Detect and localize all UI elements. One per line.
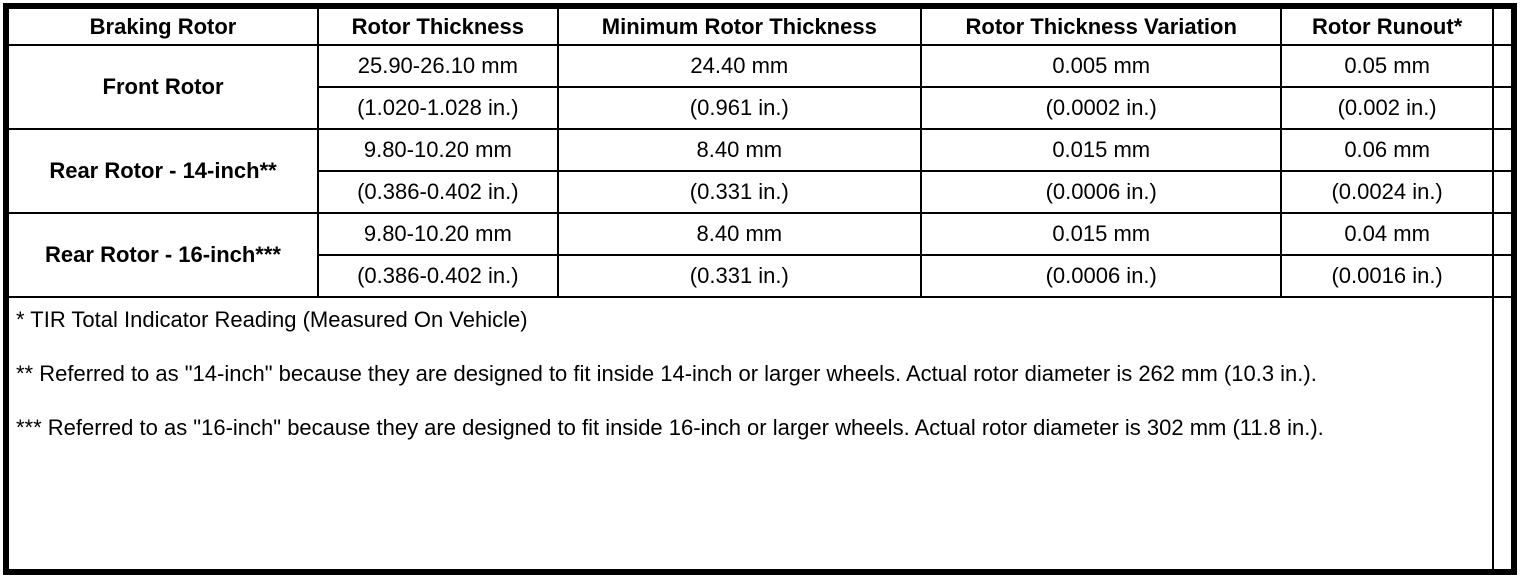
- col-header-braking-rotor: Braking Rotor: [6, 7, 320, 46]
- cell-front-rotor-thickness-in: (1.020-1.028 in.): [317, 86, 559, 130]
- cell-rear14-rotor-thickness-in: (0.386-0.402 in.): [317, 170, 559, 214]
- cell-rear16-runout-in: (0.0016 in.): [1280, 254, 1494, 298]
- spacer-cell: [1491, 254, 1514, 298]
- cell-rear14-runout-in: (0.0024 in.): [1280, 170, 1494, 214]
- col-header-rotor-runout: Rotor Runout*: [1280, 7, 1494, 46]
- footnote-row: * TIR Total Indicator Reading (Measured …: [7, 296, 1514, 571]
- table-row-front-rotor-mm: Front Rotor 25.90-26.10 mm 24.40 mm 0.00…: [6, 44, 1514, 130]
- cell-rear14-rotor-thickness-mm: 9.80-10.20 mm: [317, 128, 559, 172]
- row-label-rear-rotor-14-inch: Rear Rotor - 14-inch**: [6, 128, 320, 214]
- cell-front-runout-mm: 0.05 mm: [1280, 44, 1494, 88]
- cell-rear16-min-thickness-in: (0.331 in.): [556, 254, 923, 298]
- cell-rear16-thickness-variation-mm: 0.015 mm: [920, 212, 1283, 256]
- cell-rear16-rotor-thickness-mm: 9.80-10.20 mm: [317, 212, 559, 256]
- cell-front-runout-in: (0.002 in.): [1280, 86, 1494, 130]
- cell-front-thickness-variation-mm: 0.005 mm: [920, 44, 1283, 88]
- cell-rear16-thickness-variation-in: (0.0006 in.): [920, 254, 1283, 298]
- cell-front-min-thickness-mm: 24.40 mm: [556, 44, 923, 88]
- spacer-cell: [1491, 128, 1514, 172]
- cell-rear16-runout-mm: 0.04 mm: [1280, 212, 1494, 256]
- table-row-rear14-in: (0.386-0.402 in.) (0.331 in.) (0.0006 in…: [8, 170, 1514, 214]
- cell-rear16-min-thickness-mm: 8.40 mm: [556, 212, 923, 256]
- col-header-rotor-thickness: Rotor Thickness: [317, 7, 559, 46]
- cell-front-thickness-variation-in: (0.0002 in.): [920, 86, 1283, 130]
- footnotes-cell: * TIR Total Indicator Reading (Measured …: [7, 296, 1494, 571]
- footnote-tir: * TIR Total Indicator Reading (Measured …: [16, 307, 528, 332]
- table-row-rear14-mm: Rear Rotor - 14-inch** 9.80-10.20 mm 8.4…: [6, 128, 1514, 214]
- cell-rear14-min-thickness-in: (0.331 in.): [556, 170, 923, 214]
- cell-rear14-thickness-variation-in: (0.0006 in.): [920, 170, 1283, 214]
- brake-rotor-spec-table: Braking Rotor Rotor Thickness Minimum Ro…: [6, 7, 1514, 571]
- table-row-rear16-mm: Rear Rotor - 16-inch*** 9.80-10.20 mm 8.…: [6, 212, 1514, 298]
- spacer-cell: [1491, 86, 1514, 130]
- col-header-spacer: [1491, 7, 1514, 46]
- row-label-front-rotor: Front Rotor: [6, 44, 320, 130]
- table-row-front-rotor-in: (1.020-1.028 in.) (0.961 in.) (0.0002 in…: [8, 86, 1514, 130]
- table-frame: Braking Rotor Rotor Thickness Minimum Ro…: [3, 3, 1517, 575]
- spacer-cell: [1491, 44, 1514, 88]
- row-label-rear-rotor-16-inch: Rear Rotor - 16-inch***: [6, 212, 320, 298]
- table-row-rear16-in: (0.386-0.402 in.) (0.331 in.) (0.0006 in…: [8, 254, 1514, 298]
- cell-front-rotor-thickness-mm: 25.90-26.10 mm: [317, 44, 559, 88]
- cell-rear14-thickness-variation-mm: 0.015 mm: [920, 128, 1283, 172]
- spacer-cell: [1491, 170, 1514, 214]
- cell-front-min-thickness-in: (0.961 in.): [556, 86, 923, 130]
- cell-rear14-runout-mm: 0.06 mm: [1280, 128, 1494, 172]
- footnote-16-inch: *** Referred to as "16-inch" because the…: [16, 415, 1324, 440]
- header-row: Braking Rotor Rotor Thickness Minimum Ro…: [6, 7, 1514, 46]
- col-header-rotor-thickness-variation: Rotor Thickness Variation: [920, 7, 1283, 46]
- spacer-cell: [1491, 296, 1514, 571]
- cell-rear14-min-thickness-mm: 8.40 mm: [556, 128, 923, 172]
- col-header-minimum-rotor-thickness: Minimum Rotor Thickness: [556, 7, 923, 46]
- footnote-14-inch: ** Referred to as "14-inch" because they…: [16, 361, 1317, 386]
- spacer-cell: [1491, 212, 1514, 256]
- cell-rear16-rotor-thickness-in: (0.386-0.402 in.): [317, 254, 559, 298]
